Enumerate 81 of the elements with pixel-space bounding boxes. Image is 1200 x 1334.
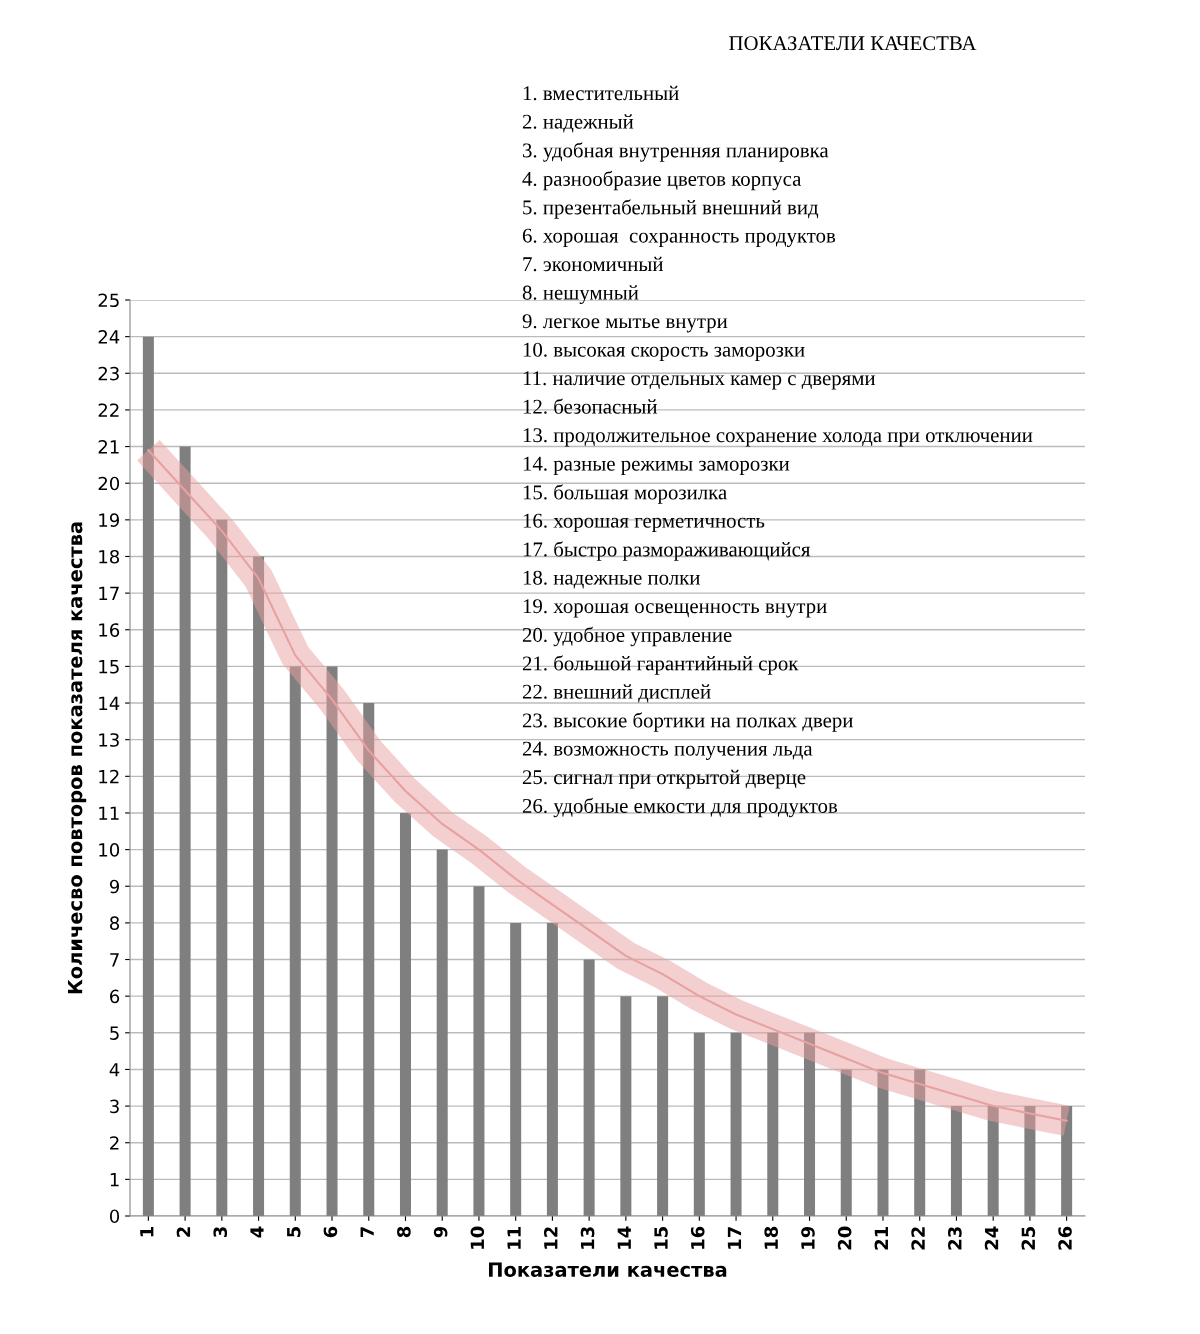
- x-tick-label: 17: [727, 1227, 742, 1249]
- y-tick-label: 25: [98, 293, 119, 308]
- y-tick-label: 14: [99, 696, 120, 710]
- x-tick-label: 16: [690, 1226, 705, 1249]
- annotation: 24. возможность получения льда: [522, 741, 813, 760]
- text: 7. экономичный: [523, 256, 664, 272]
- x-tick-label: 19: [801, 1226, 815, 1249]
- y-tick-label: 0: [109, 1209, 120, 1224]
- y-tick-label: 15: [99, 660, 119, 674]
- annotation: 21. большой гарантийный срок: [522, 655, 799, 675]
- annotation: 16. хорошая герметичность: [523, 513, 765, 532]
- y-tick-label: 21: [98, 440, 119, 454]
- x-tick-label: 20: [837, 1226, 852, 1250]
- x-tick-label: 14: [617, 1226, 631, 1249]
- x-tick-label: 18: [764, 1226, 779, 1249]
- x-tick-label: 9: [433, 1226, 448, 1238]
- annotation: 18. надежные полки: [523, 570, 700, 589]
- text: 1. вместительный: [523, 85, 679, 101]
- x-tick-label: 22: [911, 1227, 925, 1250]
- x-tick-label: 25: [1021, 1226, 1036, 1250]
- y-tick-label: 12: [99, 769, 119, 784]
- x-tick-label: 21: [874, 1226, 888, 1250]
- x-tick-label: 1: [140, 1226, 154, 1237]
- x-tick-label: 7: [360, 1227, 374, 1238]
- y-tick-label: 13: [99, 733, 119, 747]
- y-tick-label: 20: [98, 476, 120, 491]
- text: 3. удобная внутренняя планировка: [523, 142, 829, 162]
- y-tick-label: 11: [99, 806, 119, 820]
- annotation: 20. удобное управление: [522, 626, 732, 647]
- y-tick-label: 1: [110, 1173, 119, 1187]
- text: 5. презентабельный внешний вид: [523, 199, 819, 219]
- y-tick-label: 18: [99, 549, 120, 564]
- x-tick-label: 10: [470, 1226, 485, 1249]
- x-tick-label: 6: [323, 1226, 338, 1238]
- y-axis-title: Количесво повторов показателя качества: [67, 522, 87, 994]
- y-tick-label: 7: [110, 953, 119, 967]
- annotation: 10. высокая скорость заморозки: [523, 342, 805, 361]
- y-tick-label: 2: [110, 1136, 119, 1150]
- y-tick-label: 19: [99, 513, 120, 527]
- x-tick-label: 11: [507, 1226, 521, 1249]
- x-tick-label: 4: [250, 1226, 264, 1238]
- y-tick-label: 9: [109, 879, 120, 894]
- y-tick-label: 22: [98, 403, 119, 417]
- x-tick-label: 24: [984, 1226, 999, 1250]
- annotation: 12. безопасный: [523, 398, 658, 414]
- annotation: 15. большая морозилка: [523, 484, 727, 504]
- y-tick-label: 5: [110, 1026, 119, 1040]
- y-tick-label: 17: [99, 586, 119, 600]
- y-tick-label: 8: [110, 916, 120, 930]
- annotation: 8. нешумный: [522, 285, 639, 304]
- y-tick-label: 3: [110, 1099, 119, 1114]
- text: 2. надежный: [522, 114, 634, 133]
- x-tick-label: 8: [397, 1226, 411, 1238]
- text: 4. разнообразие цветов корпуса: [522, 170, 802, 191]
- x-tick-label: 26: [1058, 1226, 1072, 1250]
- x-tick-label: 13: [580, 1227, 595, 1249]
- annotation: 17. быстро размораживающийся: [523, 541, 811, 561]
- annotation: 9. легкое мытье внутри: [522, 314, 728, 333]
- y-tick-label: 24: [98, 330, 120, 344]
- y-tick-label: 4: [109, 1063, 120, 1077]
- x-tick-label: 2: [176, 1227, 191, 1237]
- y-tick-label: 23: [98, 366, 119, 381]
- text: 6. хорошая сохранность продуктов: [522, 228, 836, 247]
- x-tick-label: 23: [948, 1227, 962, 1250]
- annotation: 11. наличие отдельных камер с дверями: [523, 371, 876, 390]
- y-tick-label: 10: [99, 843, 120, 857]
- x-tick-label: 15: [654, 1226, 668, 1249]
- annotation: 23. высокие бортики на полках двери: [522, 712, 853, 732]
- x-tick-label: 3: [213, 1227, 228, 1238]
- annotation: 25. сигнал при открытой дверце: [522, 769, 806, 789]
- x-axis-title: Показатели качества: [489, 1262, 727, 1278]
- x-tick-label: 12: [543, 1227, 558, 1249]
- x-tick-label: 5: [287, 1226, 301, 1237]
- annotation: 13. продолжительное сохранение холода при отключении: [523, 428, 1033, 447]
- annotation: 22. внешний дисплей: [522, 684, 711, 703]
- annotation: 19. хорошая освещенность внутри: [523, 599, 827, 618]
- y-tick-label: 16: [99, 623, 120, 637]
- y-tick-label: 6: [110, 989, 120, 1004]
- annotation: 14. разные режимы заморозки: [523, 456, 790, 475]
- text: ПОКАЗАТЕЛИ КАЧЕСТВА: [729, 36, 977, 51]
- annotation: 26. удобные емкости для продуктов: [522, 797, 838, 818]
